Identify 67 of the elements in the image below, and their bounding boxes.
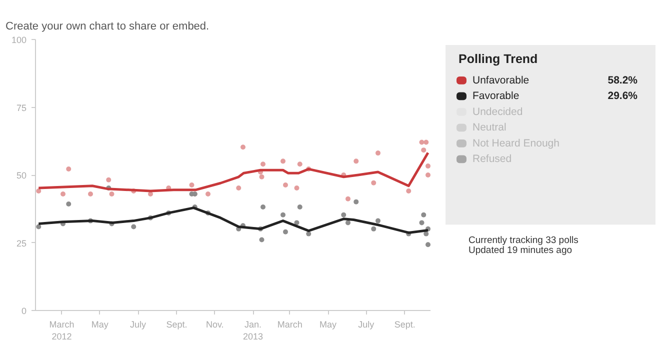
legend-title: Polling Trend — [458, 52, 538, 66]
y-tick-label: 100 — [11, 35, 27, 45]
point — [131, 224, 136, 230]
point — [280, 158, 286, 164]
text: 58.2% — [608, 74, 638, 86]
point — [283, 229, 288, 234]
point — [66, 166, 72, 172]
x-tick-label: July — [130, 320, 146, 330]
y-tick-label: 75 — [16, 102, 27, 113]
point — [259, 174, 264, 180]
text: Currently tracking 33 polls — [468, 234, 579, 246]
point — [426, 242, 430, 248]
legend-label: Unfavorable — [472, 74, 530, 86]
point — [236, 186, 242, 191]
point — [371, 226, 376, 232]
chart-title: Create your own chart to share or embed. — [6, 20, 210, 32]
point — [36, 224, 42, 230]
point — [376, 150, 380, 156]
x-tick-label: May — [91, 320, 109, 330]
point — [260, 162, 266, 167]
point — [371, 180, 376, 186]
point — [294, 186, 300, 191]
text: Updated 19 minutes ago — [468, 245, 572, 256]
point — [306, 231, 312, 236]
x-tick-label: May — [320, 320, 337, 330]
point — [426, 172, 430, 178]
x-tick-label: July — [358, 320, 375, 330]
x-tick-label: Sept. — [166, 320, 188, 330]
point — [283, 182, 288, 188]
point — [240, 144, 246, 150]
point — [297, 204, 302, 210]
point — [421, 148, 426, 153]
y-tick-label: 25 — [16, 238, 27, 248]
x-tick-label: March — [277, 320, 302, 330]
y-tick-label: 0 — [21, 306, 27, 316]
point — [189, 182, 194, 188]
line-series — [37, 152, 430, 192]
x-tick-label: Jan. 2013 — [242, 320, 264, 342]
point — [66, 202, 72, 206]
point — [354, 158, 359, 164]
x-tick-label: Nov. — [206, 320, 224, 330]
point — [280, 212, 286, 218]
point — [60, 191, 66, 196]
point — [346, 220, 350, 226]
point — [260, 204, 266, 210]
point — [109, 191, 114, 196]
point — [206, 191, 210, 196]
point — [259, 237, 264, 242]
point — [419, 220, 424, 226]
point — [424, 140, 429, 145]
legend-label: Favorable — [472, 90, 520, 102]
point — [424, 231, 429, 236]
x-tick-label: March 2012 — [49, 320, 74, 342]
point — [426, 164, 430, 169]
point — [341, 212, 346, 218]
point — [36, 188, 42, 194]
point — [106, 177, 112, 182]
point — [406, 188, 412, 194]
point — [297, 162, 302, 167]
point — [88, 191, 93, 196]
point — [354, 199, 359, 204]
text: 29.6% — [608, 90, 638, 102]
point — [346, 196, 350, 202]
y-tick-label: 50 — [16, 170, 27, 180]
point — [421, 212, 426, 218]
point — [376, 218, 380, 224]
x-tick-label: Sept. — [394, 320, 416, 330]
